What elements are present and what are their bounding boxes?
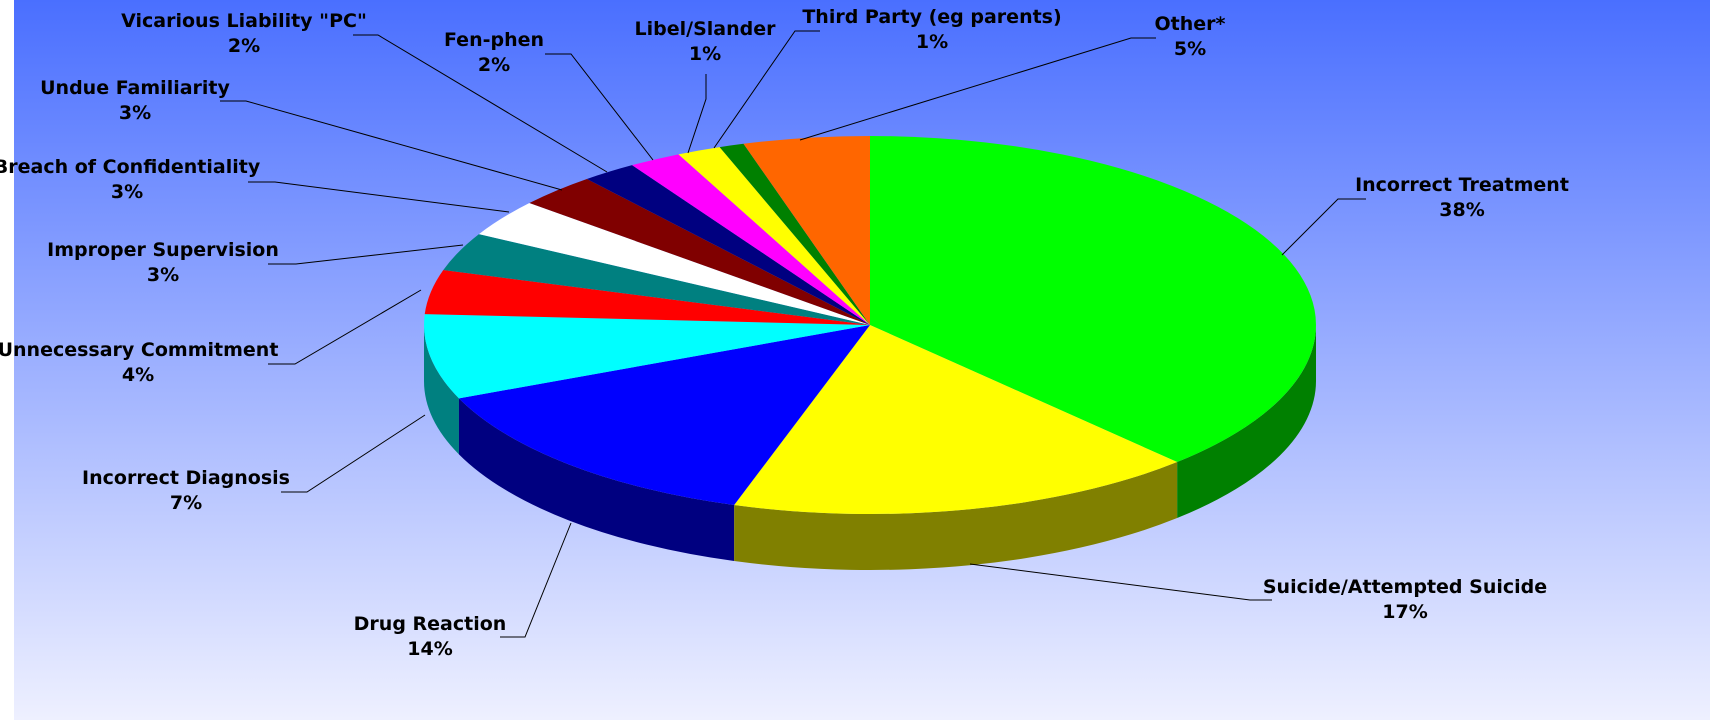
leader-line-improper-supervision [268, 244, 464, 265]
slice-fen-phen [632, 154, 870, 325]
slice-label-drug-reaction: Drug Reaction 14% [354, 613, 507, 660]
slice-label-name: Drug Reaction [354, 613, 507, 635]
slice-label-percent: 7% [170, 492, 202, 514]
leader-line-other [799, 37, 1156, 141]
pie-side-walls [424, 325, 1316, 570]
slice-label-unnecessary-commitment: Unnecessary Commitment 4% [0, 339, 278, 386]
slice-unnecessary-commitment [424, 269, 870, 325]
slice-label-percent: 3% [119, 102, 151, 124]
slice-label-percent: 2% [478, 54, 510, 76]
slice-label-undue-familiarity: Undue Familiarity 3% [40, 77, 230, 124]
slice-side-incorrect-treatment [1177, 325, 1316, 519]
slice-libel-slander [678, 147, 870, 325]
slice-label-name: Breach of Confidentiality [0, 156, 261, 178]
slice-label-percent: 4% [122, 364, 154, 386]
slice-label-name: Undue Familiarity [40, 77, 230, 99]
slice-label-fen-phen: Fen-phen 2% [444, 29, 544, 76]
leader-line-unnecessary-commitment [268, 289, 422, 365]
slice-label-incorrect-treatment: Incorrect Treatment 38% [1355, 174, 1569, 221]
slice-label-breach-of-confidentiality: Breach of Confidentiality 3% [0, 156, 261, 203]
slice-label-name: Other* [1155, 13, 1226, 35]
slice-side-suicide-attempted-suicide [734, 462, 1178, 570]
slice-label-percent: 5% [1174, 38, 1206, 60]
slice-label-percent: 17% [1382, 601, 1427, 623]
slice-label-name: Third Party (eg parents) [802, 6, 1061, 28]
slice-incorrect-diagnosis [424, 314, 870, 399]
slice-vicarious-liability-pc [586, 165, 870, 325]
leader-line-suicide-attempted-suicide [969, 563, 1272, 601]
slice-breach-of-confidentiality [478, 202, 870, 325]
slice-label-improper-supervision: Improper Supervision 3% [47, 239, 279, 286]
slice-other [743, 136, 870, 325]
slice-label-name: Incorrect Treatment [1355, 174, 1569, 196]
slice-label-name: Vicarious Liability "PC" [121, 10, 367, 32]
leader-line-fen-phen [545, 53, 654, 161]
pie-slices [424, 136, 1317, 514]
leader-line-drug-reaction [500, 522, 572, 638]
slice-label-suicide-attempted-suicide: Suicide/Attempted Suicide 17% [1263, 576, 1547, 623]
slice-side-drug-reaction [458, 398, 735, 562]
slice-incorrect-treatment [870, 136, 1317, 463]
slice-label-name: Unnecessary Commitment [0, 339, 278, 361]
slice-labels: Incorrect Treatment 38% Suicide/Attempted … [0, 6, 1569, 660]
slice-third-party-eg-parents [719, 143, 870, 325]
slice-label-name: Improper Supervision [47, 239, 279, 261]
slice-label-other: Other* 5% [1155, 13, 1226, 60]
slice-label-name: Suicide/Attempted Suicide [1263, 576, 1547, 598]
slice-label-name: Libel/Slander [635, 18, 777, 40]
slice-undue-familiarity [529, 178, 870, 325]
slice-label-name: Incorrect Diagnosis [82, 467, 290, 489]
slice-side-incorrect-diagnosis [424, 325, 459, 455]
slice-label-vicarious-liability-pc: Vicarious Liability "PC" 2% [121, 10, 367, 57]
leader-line-breach-of-confidentiality [248, 181, 510, 213]
slice-improper-supervision [443, 234, 870, 325]
slice-label-percent: 38% [1439, 199, 1484, 221]
slice-label-percent: 2% [228, 35, 260, 57]
leader-line-libel-slander [687, 74, 707, 154]
leader-line-vicarious-liability-pc [353, 34, 608, 173]
slice-label-percent: 3% [111, 181, 143, 203]
slice-label-name: Fen-phen [444, 29, 544, 51]
slice-label-libel-slander: Libel/Slander 1% [635, 18, 777, 65]
slice-label-percent: 1% [689, 43, 721, 65]
leader-line-incorrect-diagnosis [281, 414, 426, 493]
slice-label-percent: 14% [407, 638, 452, 660]
slice-label-percent: 3% [147, 264, 179, 286]
slice-drug-reaction [458, 325, 870, 506]
slice-label-third-party-eg-parents: Third Party (eg parents) 1% [802, 6, 1061, 53]
leader-line-undue-familiarity [220, 100, 563, 191]
slice-label-incorrect-diagnosis: Incorrect Diagnosis 7% [82, 467, 290, 514]
slice-label-percent: 1% [916, 31, 948, 53]
leader-line-third-party-eg-parents [713, 30, 820, 149]
leader-lines [220, 30, 1366, 638]
slice-suicide-attempted-suicide [734, 325, 1178, 514]
leader-line-incorrect-treatment [1281, 198, 1366, 256]
